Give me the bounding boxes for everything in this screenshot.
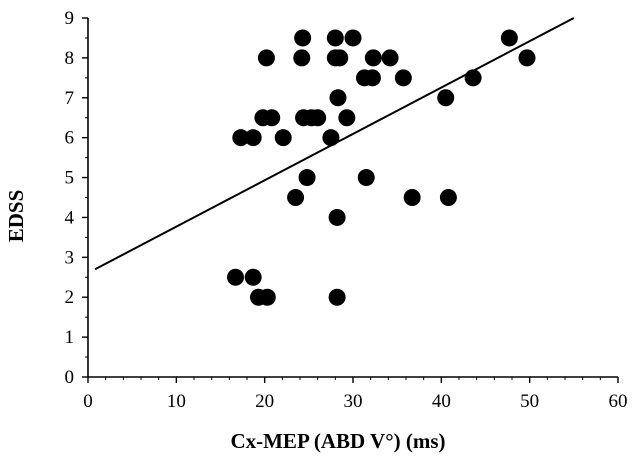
data-point xyxy=(294,29,312,47)
data-point xyxy=(364,49,382,67)
data-point xyxy=(328,288,346,306)
x-axis-title: Cx-MEP (ABD V°) (ms) xyxy=(230,429,445,453)
y-tick-label: 3 xyxy=(65,247,75,268)
x-tick-label: 50 xyxy=(520,391,539,412)
data-point xyxy=(328,208,346,226)
y-tick-label: 0 xyxy=(65,367,75,388)
y-tick-label: 6 xyxy=(65,128,75,149)
data-point xyxy=(322,129,340,147)
data-point xyxy=(381,49,399,67)
x-tick-label: 60 xyxy=(609,391,628,412)
data-point xyxy=(263,109,281,127)
y-tick-label: 9 xyxy=(65,8,75,29)
data-point xyxy=(439,189,457,206)
data-point xyxy=(244,268,262,286)
data-point xyxy=(298,169,316,187)
y-tick-label: 2 xyxy=(65,287,75,308)
x-tick-label: 10 xyxy=(167,391,186,412)
data-point xyxy=(403,189,421,206)
x-tick-label: 40 xyxy=(432,391,451,412)
data-point xyxy=(326,29,344,47)
y-tick-label: 5 xyxy=(65,168,75,189)
data-point xyxy=(331,49,349,67)
data-point xyxy=(287,189,305,206)
data-point xyxy=(357,169,375,187)
data-point xyxy=(344,29,362,47)
data-points xyxy=(227,29,536,306)
data-point xyxy=(363,69,381,87)
data-point xyxy=(244,129,262,147)
x-tick-label: 30 xyxy=(344,391,363,412)
data-point xyxy=(258,288,276,306)
x-axis-ticks: 0 10 20 30 40 50 60 xyxy=(83,377,628,412)
x-tick-label: 0 xyxy=(83,391,93,412)
data-point xyxy=(227,268,245,286)
data-point xyxy=(394,69,412,87)
data-point xyxy=(500,29,518,47)
data-point xyxy=(329,89,347,107)
y-tick-label: 8 xyxy=(65,48,75,69)
data-point xyxy=(293,49,311,67)
data-point xyxy=(232,129,250,147)
data-point xyxy=(309,109,327,127)
y-axis-title: EDSS xyxy=(4,190,28,243)
y-tick-label: 1 xyxy=(65,327,75,348)
data-point xyxy=(437,89,455,107)
data-point xyxy=(338,109,356,127)
data-point xyxy=(464,69,482,87)
y-axis-ticks: 0 1 2 3 4 5 6 7 8 9 xyxy=(65,8,88,388)
data-point xyxy=(274,129,292,147)
data-point xyxy=(257,49,275,67)
y-tick-label: 7 xyxy=(65,88,75,109)
data-point xyxy=(518,49,536,67)
x-tick-label: 20 xyxy=(255,391,274,412)
y-tick-label: 4 xyxy=(65,207,75,228)
